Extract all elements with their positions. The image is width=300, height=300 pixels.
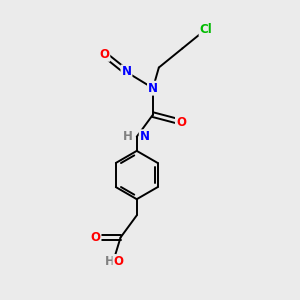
- Text: H: H: [105, 255, 115, 268]
- Text: O: O: [176, 116, 186, 128]
- Text: O: O: [99, 48, 110, 61]
- Text: O: O: [113, 255, 124, 268]
- Text: N: N: [140, 130, 150, 143]
- Text: O: O: [91, 231, 100, 244]
- Text: N: N: [148, 82, 158, 95]
- Text: Cl: Cl: [200, 23, 212, 36]
- Text: N: N: [122, 65, 131, 79]
- Text: H: H: [123, 130, 133, 143]
